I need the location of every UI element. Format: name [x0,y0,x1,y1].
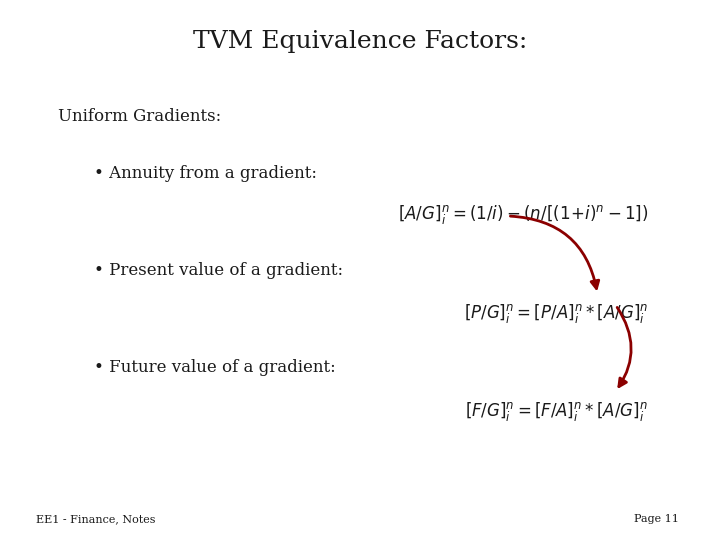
Text: • Present value of a gradient:: • Present value of a gradient: [94,262,343,279]
Text: TVM Equivalence Factors:: TVM Equivalence Factors: [193,30,527,53]
Text: $[A/G]^n_i = (1/i) - (n/[(1\!+\!i)^n - 1])$: $[A/G]^n_i = (1/i) - (n/[(1\!+\!i)^n - 1… [397,202,648,226]
Text: Uniform Gradients:: Uniform Gradients: [58,108,221,125]
Text: • Future value of a gradient:: • Future value of a gradient: [94,359,336,376]
Text: $[F/G]^n_i = [F/A]^n_i * [A/G]^n_i$: $[F/G]^n_i = [F/A]^n_i * [A/G]^n_i$ [465,400,648,423]
Text: • Annuity from a gradient:: • Annuity from a gradient: [94,165,317,181]
Text: EE1 - Finance, Notes: EE1 - Finance, Notes [36,514,156,524]
Text: Page 11: Page 11 [634,514,678,524]
Text: $[P/G]^n_i = [P/A]^n_i * [A/G]^n_i$: $[P/G]^n_i = [P/A]^n_i * [A/G]^n_i$ [464,302,648,326]
